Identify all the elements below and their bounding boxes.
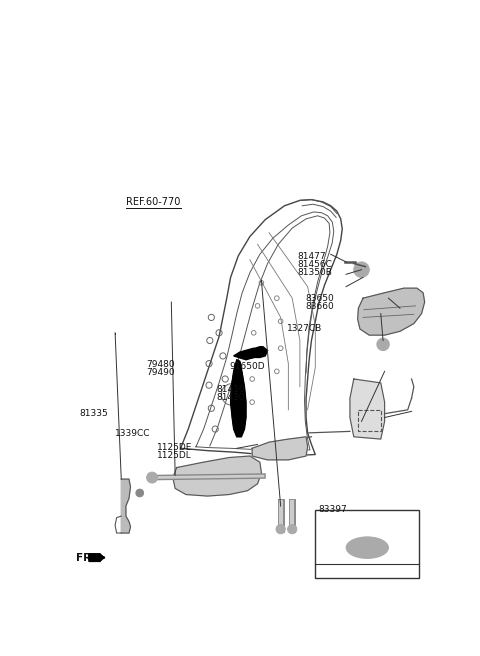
Polygon shape xyxy=(234,348,260,359)
Text: REF.60-770: REF.60-770 xyxy=(126,197,180,207)
Polygon shape xyxy=(241,346,267,358)
Circle shape xyxy=(276,525,285,534)
Text: 81477: 81477 xyxy=(298,252,326,261)
Text: 1125DL: 1125DL xyxy=(157,451,192,460)
Text: 79490: 79490 xyxy=(146,368,175,377)
Text: FR.: FR. xyxy=(76,552,96,563)
Text: 81456C: 81456C xyxy=(298,260,333,269)
Text: 83660: 83660 xyxy=(305,302,334,311)
Polygon shape xyxy=(230,359,246,437)
Ellipse shape xyxy=(346,537,388,558)
Text: 1339CC: 1339CC xyxy=(115,429,150,438)
Polygon shape xyxy=(350,379,384,439)
Polygon shape xyxy=(173,456,262,496)
Polygon shape xyxy=(358,288,425,335)
Text: 81335: 81335 xyxy=(80,409,108,418)
Text: 83650: 83650 xyxy=(305,294,334,303)
Circle shape xyxy=(147,472,157,483)
Text: 1327CB: 1327CB xyxy=(287,324,322,333)
Circle shape xyxy=(377,338,389,350)
Bar xyxy=(315,510,419,578)
Circle shape xyxy=(136,489,144,497)
Text: 79480: 79480 xyxy=(146,359,175,369)
Circle shape xyxy=(288,525,297,534)
Text: 81420: 81420 xyxy=(216,393,245,402)
Text: 1125DE: 1125DE xyxy=(157,443,192,452)
Polygon shape xyxy=(121,479,131,533)
Polygon shape xyxy=(89,554,104,562)
Polygon shape xyxy=(252,437,308,460)
Text: 91650D: 91650D xyxy=(229,362,265,371)
Text: 83397: 83397 xyxy=(318,504,347,514)
Text: 81350B: 81350B xyxy=(298,268,333,277)
Circle shape xyxy=(354,262,369,277)
Text: 81410: 81410 xyxy=(216,385,245,394)
